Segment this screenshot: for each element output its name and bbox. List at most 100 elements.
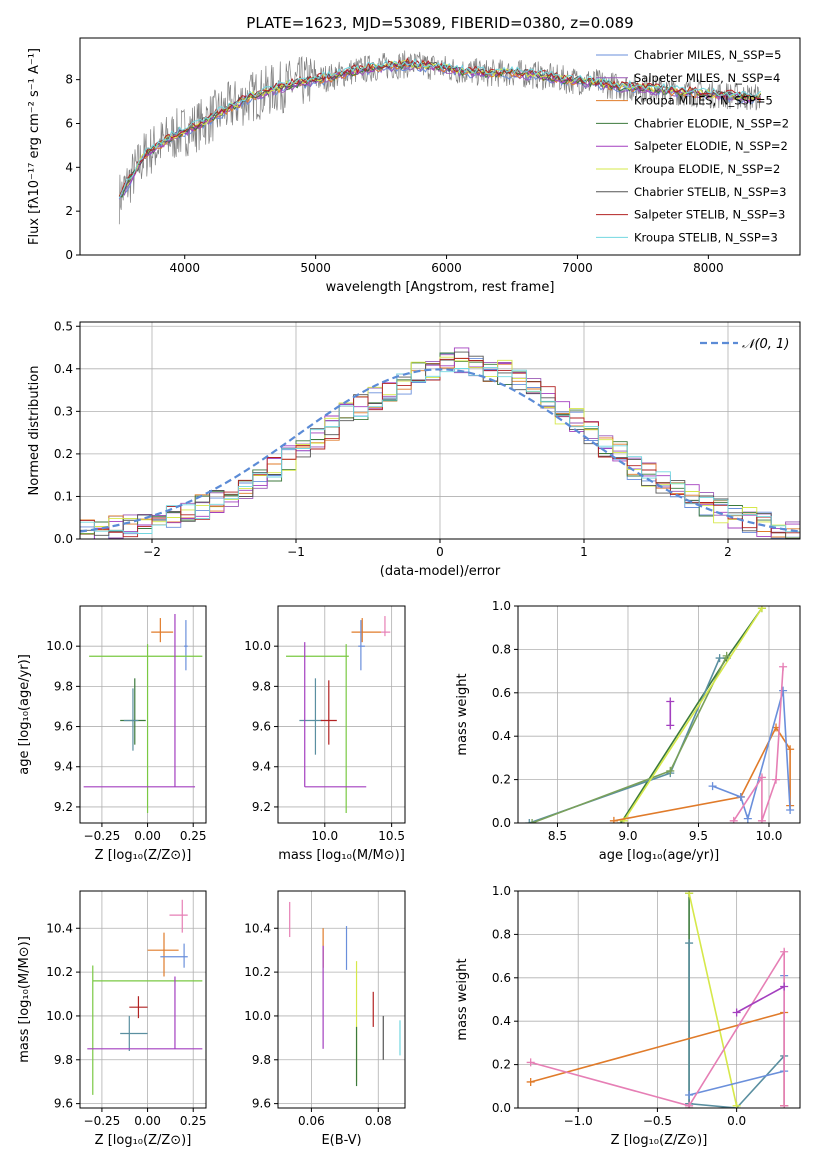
weight_vs_age-ytick-label-5: 1.0 bbox=[492, 599, 511, 613]
weight_vs_Z-series-2 bbox=[688, 893, 738, 1106]
legend-label-1: Salpeter MILES, N_SSP=4 bbox=[634, 71, 780, 85]
age_vs_mass-xlabel: mass [log₁₀(M/M⊙)] bbox=[278, 848, 405, 863]
spectrum-ytick-label-4: 8 bbox=[65, 73, 73, 87]
spectrum-xtick-label-3: 7000 bbox=[562, 261, 593, 275]
age_vs_Z-ylabel: age [log₁₀(age/yr)] bbox=[17, 654, 32, 775]
mass_vs_EBV-ytick-label-3: 10.2 bbox=[244, 965, 271, 979]
weight_vs_Z-ytick-label-1: 0.2 bbox=[492, 1058, 511, 1072]
mass_vs_Z-errorbar-5 bbox=[120, 1015, 148, 1052]
residuals-xlabel: (data-model)/error bbox=[380, 564, 501, 579]
mass_vs_Z-ylabel: mass [log₁₀(M/M⊙)] bbox=[17, 936, 32, 1063]
weight_vs_age-marker-3-1 bbox=[757, 606, 766, 613]
age_vs_Z-axes: −0.25 0.00 0.25 9.2 9.4 9.6 9.8 10.0 Z [log₁₀(Z/… bbox=[17, 606, 207, 863]
age_vs_Z-errorbar-4 bbox=[123, 688, 139, 751]
legend-label-5: Kroupa ELODIE, N_SSP=2 bbox=[634, 162, 780, 176]
weight_vs_age-frame bbox=[517, 605, 801, 824]
residuals-frame bbox=[79, 321, 801, 540]
age_vs_mass-errorbar-4 bbox=[299, 678, 323, 755]
weight_vs_Z-ytick-label-2: 0.4 bbox=[492, 1014, 511, 1028]
spectrum-ylabel: Flux [fλ10⁻¹⁷ erg cm⁻² s⁻¹ A⁻¹] bbox=[27, 48, 42, 245]
spectrum-plot-area bbox=[118, 50, 762, 225]
weight_vs_age-marker-5-4 bbox=[786, 805, 795, 814]
age_vs_mass-frame bbox=[277, 605, 406, 824]
spectrum-xtick-label-0: 4000 bbox=[169, 261, 200, 275]
mass_vs_EBV-ytick-label-4: 10.4 bbox=[244, 921, 271, 935]
age_vs_mass-errorbar-5 bbox=[320, 680, 337, 745]
age_vs_Z-ytick-label-0: 9.2 bbox=[54, 800, 73, 814]
spectrum-frame bbox=[79, 37, 801, 256]
weight_vs_age-marker-5-3 bbox=[779, 686, 788, 695]
weight_vs_Z-ytick-label-5: 1.0 bbox=[492, 884, 511, 898]
mass_vs_Z-xlabel: Z [log₁₀(Z/Z⊙)] bbox=[95, 1133, 192, 1148]
age_vs_mass-ytick-label-0: 9.2 bbox=[252, 800, 271, 814]
mass_vs_EBV-xtick-label-1: 0.08 bbox=[365, 1114, 392, 1128]
age_vs_mass-ytick-label-1: 9.4 bbox=[252, 760, 271, 774]
weight_vs_Z-marker-2-0 bbox=[685, 891, 694, 898]
residual-histogram-8 bbox=[80, 367, 800, 534]
weight_vs_age-series-3 bbox=[623, 607, 763, 822]
legend-label-2: Kroupa MILES, N_SSP=5 bbox=[634, 94, 773, 108]
mass_vs_EBV-axes: 0.06 0.08 9.6 9.8 10.0 10.2 10.4 E(B-V) bbox=[244, 891, 405, 1148]
residuals-plot-area bbox=[80, 347, 800, 539]
age_vs_Z-xtick-label-1: 0.00 bbox=[134, 829, 161, 843]
weight_vs_age-xtick-label-3: 10.0 bbox=[756, 829, 783, 843]
weight_vs_age-marker-6-3 bbox=[772, 775, 781, 784]
weight_vs_Z-xtick-label-0: −1.0 bbox=[564, 1114, 593, 1128]
weight_vs_Z-xtick-label-1: −0.5 bbox=[643, 1114, 672, 1128]
spectrum-xlabel: wavelength [Angstrom, rest frame] bbox=[326, 280, 555, 295]
weight_vs_Z-marker-3-0 bbox=[526, 1077, 535, 1086]
spectrum-axes: 4000 5000 6000 7000 8000 0 2 4 6 8 wavelength [Ang… bbox=[27, 48, 724, 295]
age_vs_Z-xtick-label-2: 0.25 bbox=[180, 829, 207, 843]
age_vs_mass-xtick-label-1: 10.5 bbox=[378, 829, 405, 843]
weight_vs_age-series-2 bbox=[531, 655, 728, 823]
legend-label-0: Chabrier MILES, N_SSP=5 bbox=[634, 48, 781, 62]
weight_vs_Z-marker-5-1 bbox=[685, 1101, 694, 1108]
weight_vs_age-plot-area bbox=[525, 606, 795, 823]
age_vs_Z-xlabel: Z [log₁₀(Z/Z⊙)] bbox=[95, 848, 192, 863]
mass_vs_Z-xtick-label-0: −0.25 bbox=[84, 1114, 121, 1128]
weight_vs_age-ytick-label-1: 0.2 bbox=[492, 773, 511, 787]
age_vs_Z-ytick-label-2: 9.6 bbox=[54, 720, 73, 734]
age_vs_Z-errorbar-2 bbox=[89, 644, 203, 813]
legend-label-3: Chabrier ELODIE, N_SSP=2 bbox=[634, 116, 789, 130]
residuals-xtick-label-3: 1 bbox=[580, 545, 588, 559]
spectrum-xtick-label-2: 6000 bbox=[431, 261, 462, 275]
age_vs_Z-errorbar-1 bbox=[184, 620, 188, 671]
weight_vs_Z-ytick-label-4: 0.8 bbox=[492, 927, 511, 941]
weight_vs_age-ytick-label-4: 0.8 bbox=[492, 642, 511, 656]
mass_vs_Z-plot-area bbox=[87, 899, 203, 1095]
weight_vs_Z-series-5 bbox=[530, 948, 785, 1107]
residuals-ytick-label-4: 0.4 bbox=[54, 362, 73, 376]
mass_vs_EBV-xtick-label-0: 0.06 bbox=[298, 1114, 325, 1128]
mass_vs_Z-ytick-label-2: 10.0 bbox=[46, 1009, 73, 1023]
weight_vs_Z-xtick-label-2: 0.0 bbox=[727, 1114, 746, 1128]
age_vs_mass-xtick-label-0: 10.0 bbox=[311, 829, 338, 843]
mass_vs_Z-xtick-label-2: 0.25 bbox=[180, 1114, 207, 1128]
age_vs_mass-errorbar-2 bbox=[358, 620, 365, 671]
weight_vs_age-marker-5-1 bbox=[736, 792, 745, 801]
mass_vs_Z-ytick-label-0: 9.6 bbox=[54, 1097, 73, 1111]
mass_vs_EBV-xlabel: E(B-V) bbox=[321, 1133, 361, 1148]
weight_vs_age-marker-2-2 bbox=[722, 651, 731, 660]
weight_vs_age-marker-7-0 bbox=[666, 721, 675, 730]
age_vs_mass-errorbar-0 bbox=[351, 618, 381, 643]
age_vs_mass-axes: 10.0 10.5 9.2 9.4 9.6 9.8 10.0 mass [log₁₀(M/M⊙… bbox=[244, 606, 405, 863]
weight_vs_Z-ylabel: mass weight bbox=[455, 958, 470, 1040]
weight_vs_age-marker-6-0 bbox=[729, 816, 738, 823]
residuals-ytick-label-5: 0.5 bbox=[54, 319, 73, 333]
age_vs_Z-errorbar-5 bbox=[83, 614, 196, 788]
weight_vs_Z-frame bbox=[517, 890, 801, 1109]
weight_vs_age-ytick-label-0: 0.0 bbox=[492, 816, 511, 830]
mass_vs_Z-ytick-label-1: 9.8 bbox=[54, 1053, 73, 1067]
weight_vs_Z-marker-6-0 bbox=[732, 1008, 741, 1017]
age_vs_Z-frame bbox=[79, 605, 207, 824]
weight_vs_age-marker-6-2 bbox=[757, 816, 766, 823]
age_vs_mass-errorbar-3 bbox=[286, 644, 349, 813]
residuals-axes: −2 −1 0 1 2 0.0 0.1 0.2 0.3 0.4 0.5 (data-model)/er… bbox=[27, 319, 800, 579]
age_vs_Z-ytick-label-1: 9.4 bbox=[54, 760, 73, 774]
weight_vs_age-marker-1-0 bbox=[525, 819, 534, 823]
weight_vs_age-ylabel: mass weight bbox=[455, 673, 470, 755]
mass_vs_Z-ytick-label-4: 10.4 bbox=[46, 921, 73, 935]
weight_vs_age-marker-2-0 bbox=[528, 819, 537, 823]
